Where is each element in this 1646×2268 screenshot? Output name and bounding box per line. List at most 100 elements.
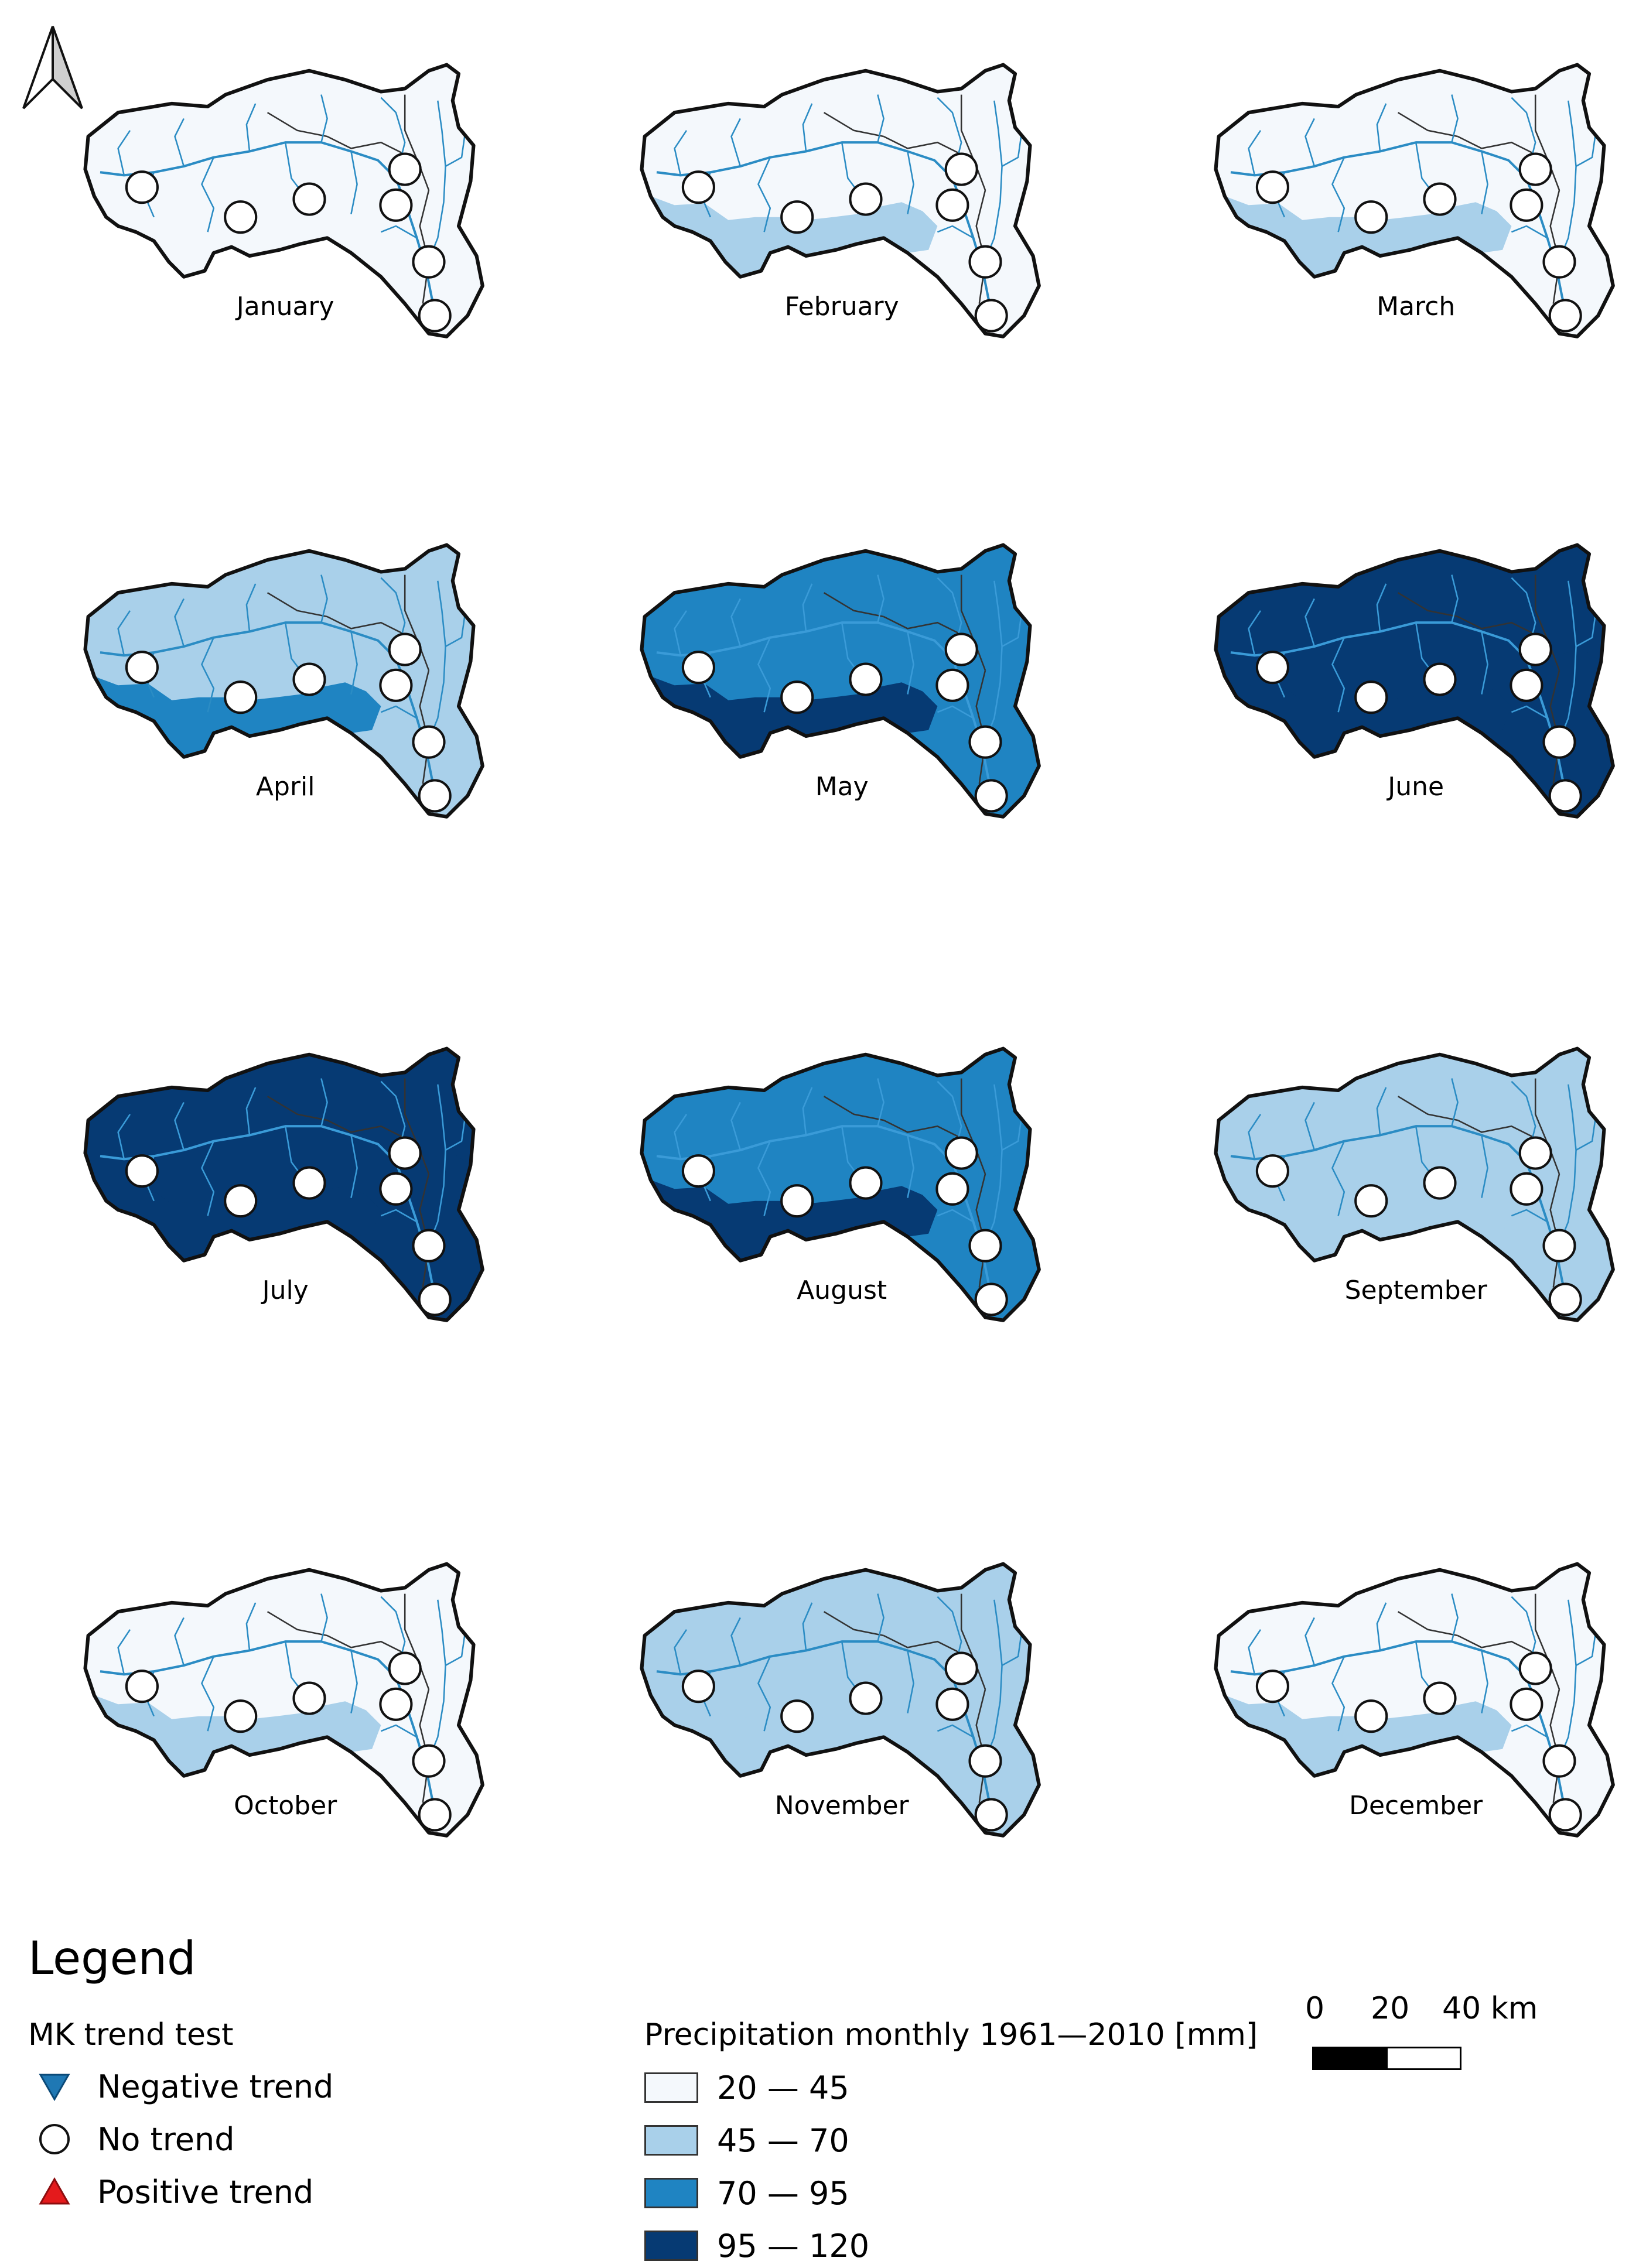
basin-outline bbox=[83, 1046, 484, 1322]
scale-tick-40: 40 km bbox=[1442, 1991, 1538, 2026]
map-panel-july bbox=[83, 1046, 484, 1322]
subbasin-boundary bbox=[404, 94, 421, 167]
station-no-trend-marker bbox=[412, 1744, 446, 1778]
station-no-trend-marker bbox=[1510, 668, 1543, 702]
river-line bbox=[1376, 103, 1387, 152]
station-no-trend-marker bbox=[944, 632, 978, 666]
month-label-september: September bbox=[1344, 1275, 1487, 1306]
station-no-trend-marker bbox=[1510, 1172, 1543, 1206]
river-line bbox=[877, 1593, 885, 1642]
scale-tick-0: 0 bbox=[1305, 1991, 1325, 2026]
station-no-trend-marker bbox=[1423, 1681, 1457, 1715]
river-line bbox=[425, 100, 446, 268]
subbasin-boundary bbox=[975, 1689, 986, 1803]
station-no-trend-marker bbox=[974, 299, 1008, 333]
river-line bbox=[877, 94, 885, 143]
month-label-may: May bbox=[815, 772, 869, 802]
station-no-trend-marker bbox=[681, 1670, 715, 1703]
river-line bbox=[981, 1599, 1003, 1767]
month-label-march: March bbox=[1377, 292, 1456, 322]
station-no-trend-marker bbox=[968, 725, 1002, 759]
station-no-trend-marker bbox=[849, 1166, 883, 1200]
basin-southeast-zone bbox=[976, 649, 1039, 817]
subbasin-boundary bbox=[823, 592, 884, 618]
river-line bbox=[117, 130, 131, 176]
subbasin-boundary bbox=[1534, 94, 1551, 167]
month-label-june: June bbox=[1388, 772, 1444, 802]
river-line bbox=[907, 1650, 914, 1713]
river-line bbox=[937, 1724, 974, 1738]
basin-outline bbox=[83, 1562, 484, 1838]
river-line bbox=[201, 637, 215, 713]
river-line bbox=[1511, 705, 1548, 719]
river-line bbox=[445, 1120, 466, 1151]
station-no-trend-marker bbox=[1255, 170, 1289, 204]
subbasin-boundary bbox=[975, 1174, 986, 1288]
river-line bbox=[802, 103, 813, 152]
river-line bbox=[730, 118, 742, 167]
station-no-trend-marker bbox=[1354, 680, 1388, 714]
station-no-trend-marker bbox=[974, 779, 1008, 813]
river-line bbox=[350, 631, 358, 695]
subbasin-boundary bbox=[960, 1593, 977, 1666]
river-line bbox=[1331, 1656, 1346, 1732]
river-line bbox=[1304, 118, 1316, 167]
subbasin-boundary bbox=[960, 1078, 977, 1151]
station-no-trend-marker bbox=[1542, 245, 1576, 279]
map-panel-january bbox=[83, 63, 484, 338]
station-no-trend-marker bbox=[388, 152, 422, 186]
station-no-trend-marker bbox=[1548, 1282, 1582, 1316]
river-line bbox=[380, 1209, 418, 1223]
river-line bbox=[907, 631, 914, 695]
river-line bbox=[425, 1084, 446, 1252]
basin-outline bbox=[83, 63, 484, 338]
month-label-april: April bbox=[255, 772, 315, 802]
station-no-trend-marker bbox=[1542, 1744, 1576, 1778]
legend-no-trend-label: No trend bbox=[97, 2120, 235, 2158]
month-label-october: October bbox=[234, 1791, 337, 1821]
station-no-trend-marker bbox=[125, 170, 159, 204]
river-line bbox=[380, 705, 418, 719]
legend-class-3-label: 70 — 95 bbox=[717, 2174, 849, 2212]
basin-southeast-zone bbox=[1550, 1668, 1613, 1836]
station-no-trend-marker bbox=[849, 182, 883, 216]
map-panel-september bbox=[1214, 1046, 1615, 1322]
station-no-trend-marker bbox=[1255, 651, 1289, 685]
river-line bbox=[245, 103, 257, 152]
month-label-august: August bbox=[797, 1275, 887, 1306]
station-no-trend-marker bbox=[1510, 1687, 1543, 1721]
river-line bbox=[1331, 637, 1346, 713]
station-no-trend-marker bbox=[379, 1172, 413, 1206]
month-label-december: December bbox=[1349, 1791, 1483, 1821]
basin-southeast-zone bbox=[1550, 649, 1613, 817]
river-line bbox=[730, 1617, 742, 1666]
river-line bbox=[981, 100, 1003, 268]
basin-outline bbox=[1214, 1046, 1615, 1322]
river-line bbox=[802, 1602, 813, 1651]
river-line bbox=[937, 705, 974, 719]
basin-outline bbox=[640, 543, 1041, 819]
station-no-trend-marker bbox=[849, 1681, 883, 1715]
station-no-trend-marker bbox=[418, 1282, 452, 1316]
swatch-class-1 bbox=[644, 2072, 698, 2103]
subbasin-boundary bbox=[419, 1689, 430, 1803]
river-line bbox=[445, 1635, 466, 1667]
north-arrow-icon bbox=[22, 26, 83, 110]
station-no-trend-marker bbox=[780, 680, 814, 714]
subbasin-boundary bbox=[419, 670, 430, 784]
river-line bbox=[201, 157, 215, 232]
subbasin-boundary bbox=[1534, 1593, 1551, 1666]
river-line bbox=[674, 610, 688, 656]
station-no-trend-marker bbox=[935, 668, 969, 702]
station-no-trend-marker bbox=[1518, 632, 1552, 666]
station-no-trend-marker bbox=[412, 725, 446, 759]
river-line bbox=[1304, 1101, 1316, 1151]
map-panel-december bbox=[1214, 1562, 1615, 1838]
station-no-trend-marker bbox=[681, 170, 715, 204]
station-no-trend-marker bbox=[388, 1651, 422, 1685]
river-line bbox=[1248, 130, 1262, 176]
river-line bbox=[1331, 157, 1346, 232]
river-line bbox=[1001, 1120, 1022, 1151]
station-no-trend-marker bbox=[1354, 200, 1388, 234]
